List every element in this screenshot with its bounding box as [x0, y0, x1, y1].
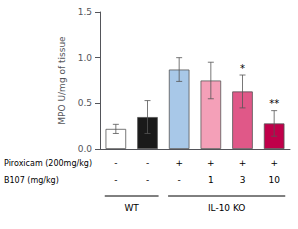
svg-text:0.0: 0.0 — [78, 144, 93, 154]
svg-text:IL-10 KO: IL-10 KO — [208, 203, 246, 213]
svg-text:+: + — [175, 158, 183, 168]
svg-text:+: + — [270, 158, 278, 168]
svg-text:-: - — [114, 158, 117, 168]
svg-text:Piroxicam (200mg/kg): Piroxicam (200mg/kg) — [4, 159, 92, 168]
svg-text:3: 3 — [240, 175, 246, 185]
svg-text:*: * — [240, 63, 245, 74]
svg-text:0.5: 0.5 — [78, 98, 92, 108]
svg-text:-: - — [146, 175, 149, 185]
svg-text:10: 10 — [268, 175, 280, 185]
svg-text:-: - — [178, 175, 181, 185]
svg-text:**: ** — [269, 98, 279, 109]
svg-text:-: - — [146, 158, 149, 168]
svg-text:WT: WT — [124, 203, 139, 213]
svg-text:MPO U/mg of tissue: MPO U/mg of tissue — [57, 36, 67, 125]
svg-text:1.0: 1.0 — [78, 53, 93, 63]
svg-text:1.5: 1.5 — [78, 7, 92, 17]
svg-text:-: - — [114, 175, 117, 185]
svg-text:+: + — [207, 158, 215, 168]
svg-text:1: 1 — [208, 175, 214, 185]
svg-text:+: + — [239, 158, 247, 168]
svg-text:B107 (mg/kg): B107 (mg/kg) — [4, 176, 59, 185]
